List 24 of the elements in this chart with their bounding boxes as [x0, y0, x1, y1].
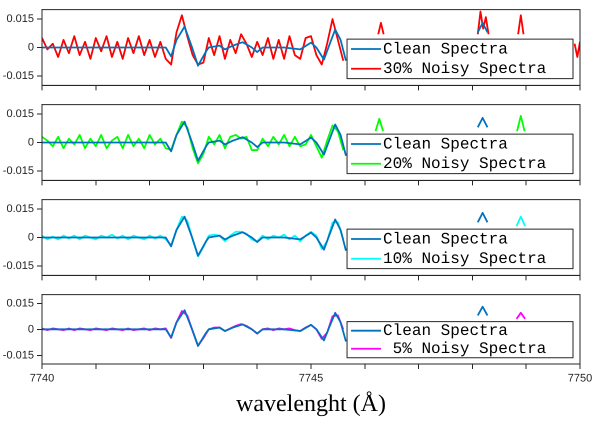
legend-label: 20% Noisy Spectra — [383, 154, 547, 173]
legend-label: 30% Noisy Spectra — [383, 60, 547, 78]
y-tick-label: 0 — [28, 323, 34, 336]
legend-label: Clean Spectra — [383, 230, 508, 248]
y-tick-label: 0.015 — [6, 13, 34, 26]
y-tick-label: 0.015 — [6, 108, 34, 120]
y-tick-label: -0.015 — [2, 349, 34, 362]
legend-label: 10% Noisy Spectra — [383, 250, 547, 268]
x-axis-title: wavelenght (Å) — [236, 390, 386, 417]
legend-label: 5% Noisy Spectra — [383, 340, 547, 358]
y-tick-label: -0.015 — [2, 70, 34, 82]
y-tick-label: -0.015 — [2, 164, 34, 177]
legend-label: Clean Spectra — [383, 135, 508, 154]
legend-label: Clean Spectra — [383, 40, 508, 58]
y-tick-label: 0.015 — [6, 203, 34, 216]
y-tick-label: 0 — [28, 136, 34, 149]
x-tick-label: 7745 — [298, 372, 324, 385]
x-tick-label: 7740 — [30, 372, 54, 385]
y-tick-label: 0 — [28, 42, 34, 54]
y-tick-label: 0.015 — [6, 297, 34, 310]
y-tick-label: 0 — [28, 232, 34, 244]
y-tick-label: -0.015 — [2, 260, 34, 272]
legend-label: Clean Spectra — [383, 322, 508, 340]
x-tick-label: 7750 — [568, 372, 592, 385]
